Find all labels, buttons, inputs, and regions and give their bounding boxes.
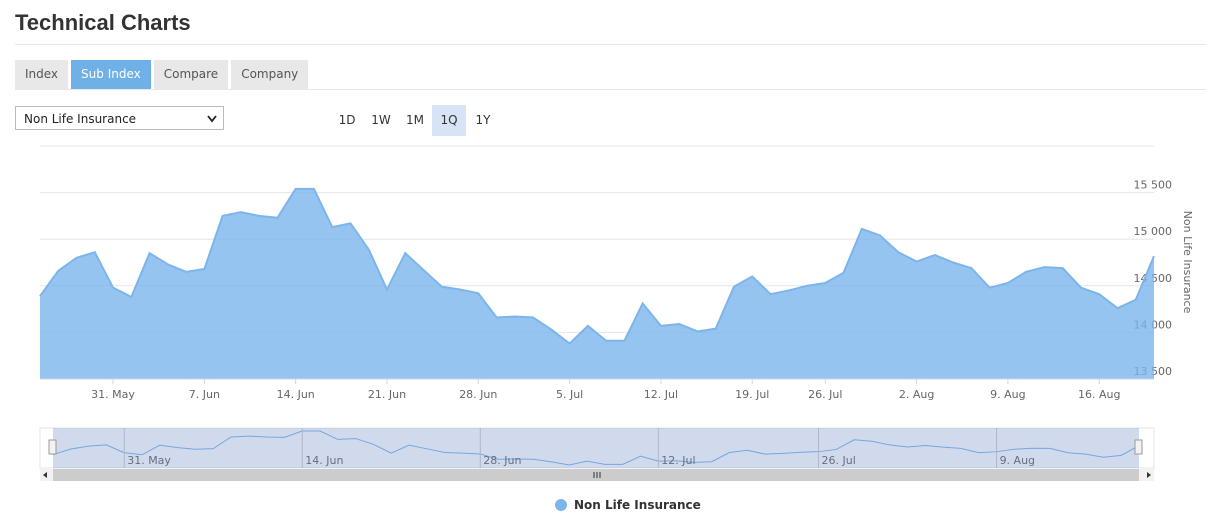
chevron <box>207 115 217 123</box>
select-value: Non Life Insurance <box>24 112 137 126</box>
y-axis-title: Non Life Insurance <box>1181 211 1194 314</box>
tab[interactable]: Sub Index <box>71 60 151 89</box>
range-button[interactable]: 1W <box>371 113 391 127</box>
x-tick-label: 31. May <box>91 388 135 401</box>
x-tick-label: 12. Jul <box>644 388 678 401</box>
navigator-mask <box>53 428 1139 468</box>
scroll-left[interactable] <box>43 472 47 478</box>
x-tick-label: 2. Aug <box>899 388 934 401</box>
tab[interactable]: Compare <box>153 60 229 89</box>
scroll-right[interactable] <box>1147 472 1151 478</box>
x-tick-label: 9. Aug <box>990 388 1025 401</box>
range-button[interactable]: 1M <box>406 113 424 127</box>
tab[interactable]: Index <box>15 60 69 89</box>
x-tick-label: 16. Aug <box>1078 388 1120 401</box>
navigator-handle[interactable] <box>1134 439 1143 455</box>
x-tick-label: 19. Jul <box>735 388 769 401</box>
navigator-label: 28. Jun <box>483 454 521 467</box>
range-buttons: 1D 1W 1M 1Q 1Y <box>330 105 500 136</box>
range-button[interactable]: 1Y <box>475 113 491 127</box>
page-title: Technical Charts <box>15 10 191 35</box>
navigator-line <box>52 430 1140 466</box>
scrollbar-thumb[interactable] <box>53 469 1139 481</box>
navigator-label: 12. Jul <box>661 454 695 467</box>
tab[interactable]: Company <box>231 60 309 89</box>
navigator-handle[interactable] <box>48 439 57 455</box>
navigator-label: 26. Jul <box>822 454 856 467</box>
navigator-bg <box>39 427 1155 469</box>
x-tick-label: 21. Jun <box>368 388 406 401</box>
navigator-label: 31. May <box>127 454 171 467</box>
y-tick-label: 15 500 <box>1134 179 1173 192</box>
thumb-grip <box>593 472 601 478</box>
legend-label[interactable]: Non Life Insurance <box>574 498 701 512</box>
divider <box>15 89 1206 90</box>
divider <box>15 44 1206 45</box>
x-tick-label: 28. Jun <box>459 388 497 401</box>
x-tick-label: 5. Jul <box>556 388 583 401</box>
x-tick-label: 7. Jun <box>189 388 220 401</box>
navigator-label: 14. Jun <box>305 454 343 467</box>
range-button[interactable]: 1D <box>338 113 356 127</box>
area-line <box>39 187 1155 345</box>
navigator-label: 9. Aug <box>1000 454 1035 467</box>
range-button[interactable]: 1Q <box>432 105 466 136</box>
x-tick-label: 14. Jun <box>277 388 315 401</box>
area <box>40 188 1154 379</box>
y-tick-label: 15 000 <box>1134 225 1173 238</box>
index-select[interactable]: Non Life Insurance <box>15 106 224 130</box>
legend-symbol[interactable] <box>555 499 567 511</box>
x-tick-label: 26. Jul <box>808 388 842 401</box>
tab-bar: Index Sub Index Compare Company <box>15 60 309 89</box>
